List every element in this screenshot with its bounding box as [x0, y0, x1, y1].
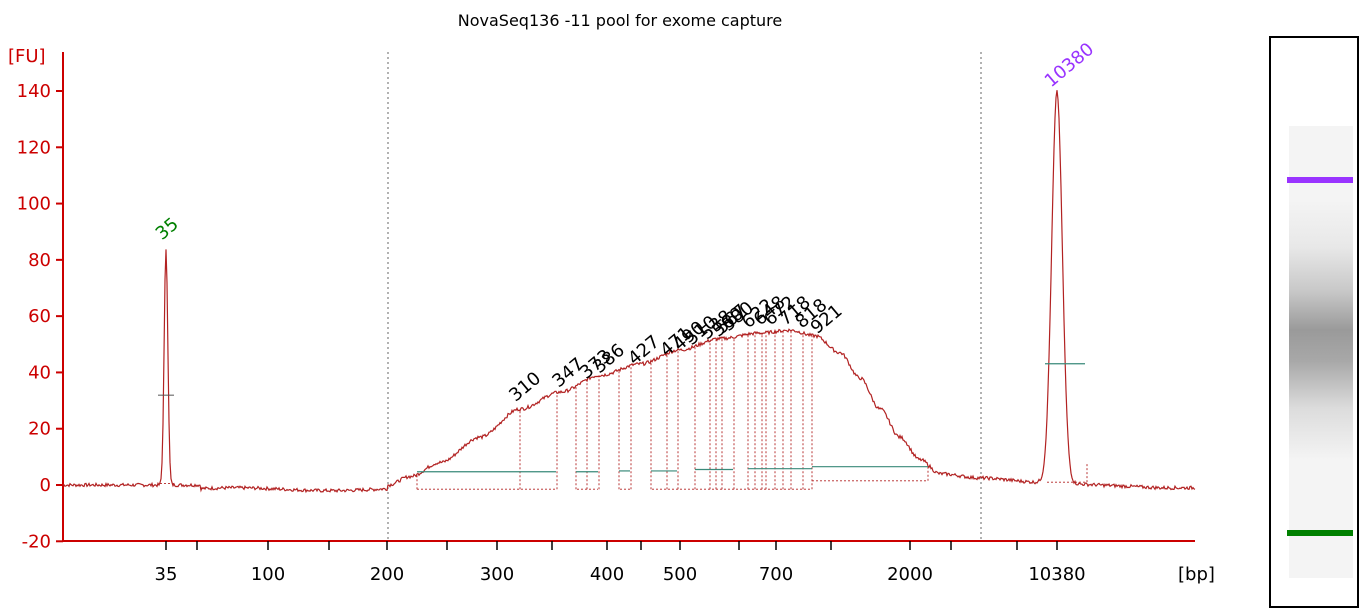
marker-label-lower: 35 — [152, 214, 183, 245]
marker-label-upper: 10380 — [1041, 39, 1098, 92]
gel-smear — [1289, 200, 1353, 460]
y-tick-label: 140 — [17, 81, 51, 102]
peak-label: 427 — [624, 331, 664, 369]
y-tick-label: 100 — [17, 194, 51, 215]
x-tick-label: 300 — [480, 564, 514, 585]
y-tick-label: 20 — [28, 419, 51, 440]
x-tick-label: 500 — [663, 564, 697, 585]
electropherogram-trace — [62, 90, 1196, 494]
chart-title: NovaSeq136 -11 pool for exome capture — [458, 11, 782, 30]
x-axis-unit-label: [bp] — [1178, 564, 1215, 585]
plot-area: -20 0 20 40 60 80 100 120 140 35 100 200 300 400 500 70… — [17, 39, 1196, 585]
y-tick-label: 0 — [40, 475, 51, 496]
y-axis-unit-label: [FU] — [8, 46, 46, 67]
y-tick-label: 60 — [28, 306, 51, 327]
y-tick-label: 80 — [28, 250, 51, 271]
x-tick-label: 10380 — [1028, 564, 1085, 585]
gel-band-upper-marker — [1287, 177, 1353, 183]
peak-label: 310 — [505, 368, 545, 406]
x-tick-label: 200 — [370, 564, 404, 585]
gel-lane — [1269, 36, 1359, 608]
x-tick-label: 700 — [759, 564, 793, 585]
y-tick-label: 40 — [28, 362, 51, 383]
gel-band-lower-marker — [1287, 530, 1353, 536]
x-tick-label: 35 — [155, 564, 178, 585]
y-tick-label: -20 — [22, 531, 51, 552]
x-tick-label: 2000 — [887, 564, 933, 585]
y-tick-label: 120 — [17, 137, 51, 158]
x-tick-label: 100 — [251, 564, 285, 585]
x-tick-label: 400 — [590, 564, 624, 585]
